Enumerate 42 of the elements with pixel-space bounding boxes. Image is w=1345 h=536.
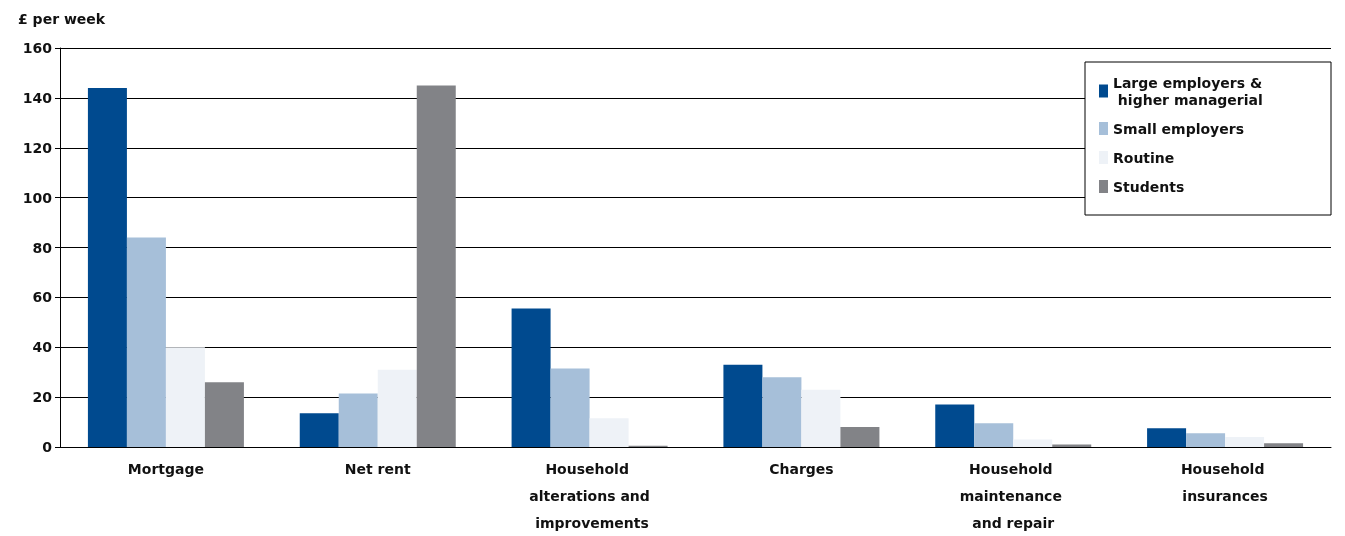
- y-axis-title: £ per week: [18, 11, 106, 27]
- bar: [87, 87, 127, 447]
- legend-label: Routine: [1113, 149, 1175, 166]
- bar: [762, 377, 802, 447]
- legend-label: Small employers: [1113, 120, 1244, 137]
- bar: [589, 418, 629, 447]
- x-tick-label: Household maintenance and repair: [959, 460, 1067, 531]
- bar: [416, 85, 456, 447]
- bar: [840, 427, 880, 447]
- y-tick-label: 60: [32, 289, 53, 306]
- bar: [935, 404, 975, 447]
- y-tick-label: 20: [32, 389, 53, 406]
- bar: [299, 413, 339, 447]
- x-tick-label: Household insurances: [1180, 460, 1270, 504]
- y-tick-label: 80: [32, 239, 53, 256]
- bar: [974, 423, 1014, 447]
- x-tick-label: Household alterations and improvements: [529, 460, 650, 531]
- bar: [126, 237, 166, 447]
- bar: [1013, 439, 1053, 447]
- x-tick-label: Net rent: [344, 460, 411, 477]
- bar: [1264, 443, 1304, 447]
- bar: [1147, 428, 1187, 447]
- y-tick-label: 160: [22, 40, 53, 56]
- bar: [1186, 433, 1226, 447]
- bar: [723, 364, 763, 447]
- bar: [377, 369, 417, 447]
- bar: [801, 389, 841, 447]
- bar: [204, 382, 244, 447]
- y-tick-label: 0: [42, 439, 53, 455]
- legend-label: Students: [1113, 178, 1185, 195]
- bar: [1225, 437, 1265, 447]
- x-tick-label: Charges: [769, 460, 834, 477]
- y-tick-label: 140: [22, 89, 53, 106]
- bar: [550, 368, 590, 447]
- bar: [511, 308, 551, 447]
- y-tick-label: 40: [32, 339, 53, 356]
- bar: [165, 347, 205, 447]
- legend-label: Large employers & higher managerial: [1113, 74, 1263, 108]
- bar: [338, 393, 378, 447]
- y-tick-label: 120: [22, 139, 53, 156]
- y-tick-label: 100: [22, 189, 53, 206]
- x-tick-label: Mortgage: [127, 460, 204, 477]
